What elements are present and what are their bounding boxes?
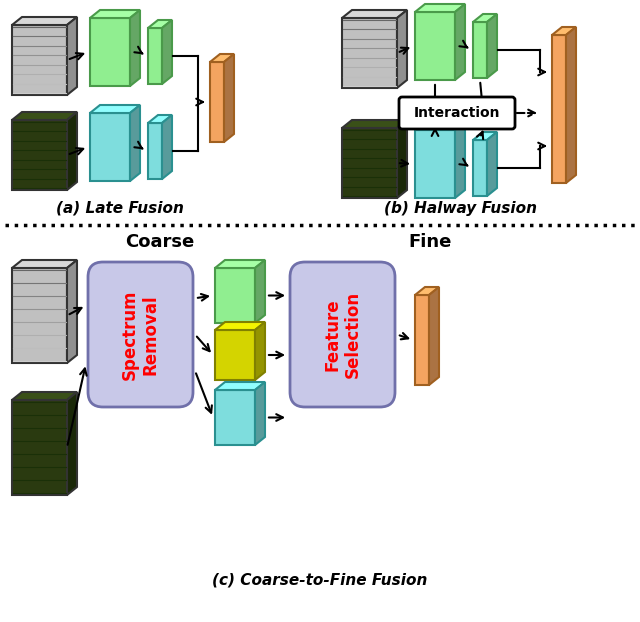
Text: Interaction: Interaction — [413, 106, 500, 120]
Polygon shape — [210, 62, 224, 142]
Polygon shape — [90, 105, 140, 113]
Text: Coarse: Coarse — [125, 233, 195, 251]
Polygon shape — [215, 268, 255, 323]
FancyBboxPatch shape — [290, 262, 395, 407]
Polygon shape — [215, 390, 255, 445]
Polygon shape — [12, 112, 77, 120]
Polygon shape — [12, 392, 77, 400]
Polygon shape — [148, 123, 162, 179]
Polygon shape — [148, 115, 172, 123]
Polygon shape — [90, 113, 130, 181]
Polygon shape — [566, 27, 576, 183]
Polygon shape — [12, 25, 67, 95]
Polygon shape — [342, 10, 407, 18]
Polygon shape — [162, 115, 172, 179]
Text: Fine: Fine — [408, 233, 452, 251]
Polygon shape — [415, 12, 455, 80]
FancyBboxPatch shape — [88, 262, 193, 407]
Polygon shape — [148, 28, 162, 84]
Polygon shape — [473, 22, 487, 78]
Polygon shape — [130, 105, 140, 181]
Text: (c) Coarse-to-Fine Fusion: (c) Coarse-to-Fine Fusion — [212, 572, 428, 588]
Polygon shape — [473, 132, 497, 140]
Polygon shape — [12, 268, 67, 363]
Polygon shape — [552, 35, 566, 183]
Polygon shape — [255, 382, 265, 445]
Polygon shape — [12, 260, 77, 268]
Polygon shape — [67, 260, 77, 363]
FancyBboxPatch shape — [399, 97, 515, 129]
Polygon shape — [67, 112, 77, 190]
Polygon shape — [455, 4, 465, 80]
Polygon shape — [487, 14, 497, 78]
Polygon shape — [255, 260, 265, 323]
Polygon shape — [210, 54, 234, 62]
Polygon shape — [215, 322, 265, 330]
Text: (b) Halway Fusion: (b) Halway Fusion — [383, 200, 536, 215]
Polygon shape — [12, 120, 67, 190]
Polygon shape — [342, 120, 407, 128]
Polygon shape — [397, 120, 407, 198]
Polygon shape — [67, 17, 77, 95]
Text: (a) Late Fusion: (a) Late Fusion — [56, 200, 184, 215]
Polygon shape — [487, 132, 497, 196]
Polygon shape — [342, 18, 397, 88]
Polygon shape — [415, 130, 455, 198]
Polygon shape — [397, 10, 407, 88]
Text: Feature
Selection: Feature Selection — [323, 291, 362, 378]
Polygon shape — [215, 260, 265, 268]
Polygon shape — [415, 122, 465, 130]
Text: Spectrum
Removal: Spectrum Removal — [121, 289, 160, 380]
Polygon shape — [473, 14, 497, 22]
Polygon shape — [455, 122, 465, 198]
Polygon shape — [67, 392, 77, 495]
Polygon shape — [224, 54, 234, 142]
Polygon shape — [415, 287, 439, 295]
Polygon shape — [215, 330, 255, 380]
Polygon shape — [90, 18, 130, 86]
Polygon shape — [215, 382, 265, 390]
Polygon shape — [90, 10, 140, 18]
Polygon shape — [130, 10, 140, 86]
Polygon shape — [415, 295, 429, 385]
Polygon shape — [162, 20, 172, 84]
Polygon shape — [473, 140, 487, 196]
Polygon shape — [255, 322, 265, 380]
Polygon shape — [429, 287, 439, 385]
Polygon shape — [12, 400, 67, 495]
Polygon shape — [12, 17, 77, 25]
Polygon shape — [342, 128, 397, 198]
Polygon shape — [148, 20, 172, 28]
Polygon shape — [552, 27, 576, 35]
Polygon shape — [415, 4, 465, 12]
